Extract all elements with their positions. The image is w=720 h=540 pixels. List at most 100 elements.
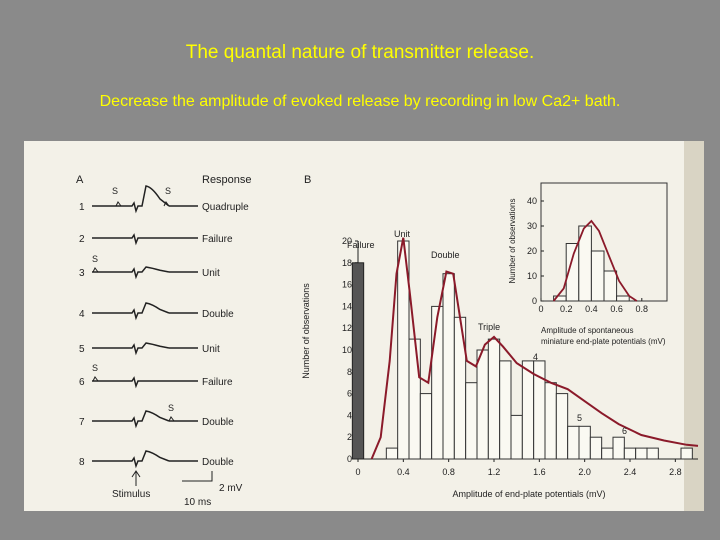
failure-annotation: Failure	[347, 240, 375, 250]
main-x-tick-label: 1.2	[488, 467, 501, 477]
histogram-bar	[555, 393, 569, 460]
epp-trace	[92, 266, 170, 280]
slide-title: The quantal nature of transmitter releas…	[185, 42, 535, 63]
inset-y-tick-label: 30	[527, 221, 537, 231]
spontaneous-mark: S	[165, 186, 171, 196]
main-x-axis-label: Amplitude of end-plate potentials (mV)	[452, 489, 605, 499]
double-annotation: Double	[431, 250, 460, 260]
main-y-tick-label: 18	[342, 258, 352, 268]
main-y-tick-label: 16	[342, 280, 352, 290]
histogram-bar	[544, 382, 557, 460]
trace-response-label: Double	[202, 417, 234, 428]
histogram-bar	[578, 425, 591, 460]
epp-trace	[92, 302, 170, 321]
trace-number: 2	[79, 234, 85, 245]
stimulus-arrow-head	[131, 470, 141, 478]
main-y-tick-label: 4	[347, 410, 352, 420]
unit-annotation: Unit	[394, 229, 411, 239]
histogram-bar	[487, 338, 501, 460]
trace-number: 5	[79, 344, 85, 355]
inset-y-tick-label: 0	[532, 296, 537, 306]
histogram-bar	[499, 360, 512, 460]
epp-trace	[92, 410, 170, 429]
panel-b-label: B	[304, 174, 311, 186]
main-x-tick-label: 0.4	[397, 467, 410, 477]
trace-response-label: Unit	[202, 268, 220, 279]
main-y-tick-label: 8	[347, 367, 352, 377]
main-x-tick-label: 0	[355, 467, 360, 477]
inset-x-axis-label-1: Amplitude of spontaneous	[541, 326, 634, 335]
panel-b-chart: B 0 2 4 6 8 10 12 14 16 18 20 0 0.4 0.8 1.2 1.6 2.0 2.4 2.…	[301, 174, 699, 499]
trace-response-label: Double	[202, 309, 234, 320]
histogram-bar	[567, 425, 580, 460]
panel-a-label: A	[76, 174, 84, 186]
histogram-bar	[442, 273, 455, 460]
trace-number: 3	[79, 268, 85, 279]
main-x-tick-label: 1.6	[533, 467, 546, 477]
quad-annotation: 4	[533, 352, 538, 362]
sext-annotation: 6	[622, 426, 627, 436]
inset-x-tick-label: 0.2	[560, 304, 573, 314]
epp-trace	[92, 450, 170, 469]
histogram-bar	[680, 447, 693, 460]
histogram-bar	[623, 447, 637, 460]
main-y-tick-label: 6	[347, 389, 352, 399]
spontaneous-mark: S	[112, 186, 118, 196]
trace-number: 7	[79, 417, 85, 428]
histogram-bar	[601, 447, 614, 460]
spontaneous-mark: S	[168, 403, 174, 413]
histogram-bar	[385, 447, 399, 460]
inset-x-axis-label-2: miniature end-plate potentials (mV)	[541, 337, 666, 346]
trace-number: 8	[79, 457, 85, 468]
histogram-bar	[419, 393, 433, 460]
spontaneous-blip	[115, 201, 122, 207]
trace-response-label: Quadruple	[202, 202, 249, 213]
inset-y-tick-label: 10	[527, 271, 537, 281]
histogram-bar	[408, 338, 421, 460]
stimulus-label: Stimulus	[112, 489, 150, 500]
histogram-bar	[510, 414, 523, 460]
trace-number: 6	[79, 377, 85, 388]
trace-response-label: Failure	[202, 234, 233, 245]
trace-response-label: Unit	[202, 344, 220, 355]
trace-number: 1	[79, 202, 85, 213]
inset-x-tick-label: 0.8	[636, 304, 649, 314]
inset-histogram-bar	[616, 295, 630, 302]
main-y-tick-label: 20	[342, 236, 352, 246]
triple-annotation: Triple	[478, 322, 500, 332]
inset-y-axis-label: Number of observations	[508, 199, 517, 284]
histogram-bar	[521, 360, 535, 460]
inset-y-tick-label: 40	[527, 196, 537, 206]
epp-trace	[92, 342, 170, 356]
spontaneous-mark: S	[92, 363, 98, 373]
epp-trace	[92, 376, 169, 389]
scale-ms-label: 10 ms	[184, 497, 211, 508]
main-x-tick-label: 0.8	[442, 467, 455, 477]
quint-annotation: 5	[577, 413, 582, 423]
inset-x-tick-label: 0.6	[610, 304, 623, 314]
inset-x-tick-label: 0	[538, 304, 543, 314]
epp-trace	[92, 185, 170, 214]
histogram-bar	[646, 447, 659, 460]
scale-mv-label: 2 mV	[219, 483, 243, 494]
slide-subtitle: Decrease the amplitude of evoked release…	[99, 93, 621, 110]
spontaneous-blip	[163, 201, 170, 207]
response-header: Response	[202, 174, 252, 186]
main-x-tick-label: 2.8	[669, 467, 682, 477]
histogram-bar	[635, 447, 648, 460]
histogram-bar	[589, 436, 603, 460]
trace-response-label: Failure	[202, 377, 233, 388]
scale-bar	[182, 471, 213, 482]
main-y-tick-label: 14	[342, 301, 352, 311]
inset-histogram-bar	[603, 270, 618, 302]
main-x-tick-label: 2.0	[578, 467, 591, 477]
spontaneous-mark: S	[92, 254, 98, 264]
figure-page-edge	[684, 141, 704, 511]
histogram-bar	[612, 436, 625, 460]
main-y-axis-label: Number of observations	[301, 283, 311, 379]
poisson-fit-curve	[370, 237, 699, 460]
main-y-tick-label: 10	[342, 345, 352, 355]
inset-x-tick-label: 0.4	[585, 304, 598, 314]
